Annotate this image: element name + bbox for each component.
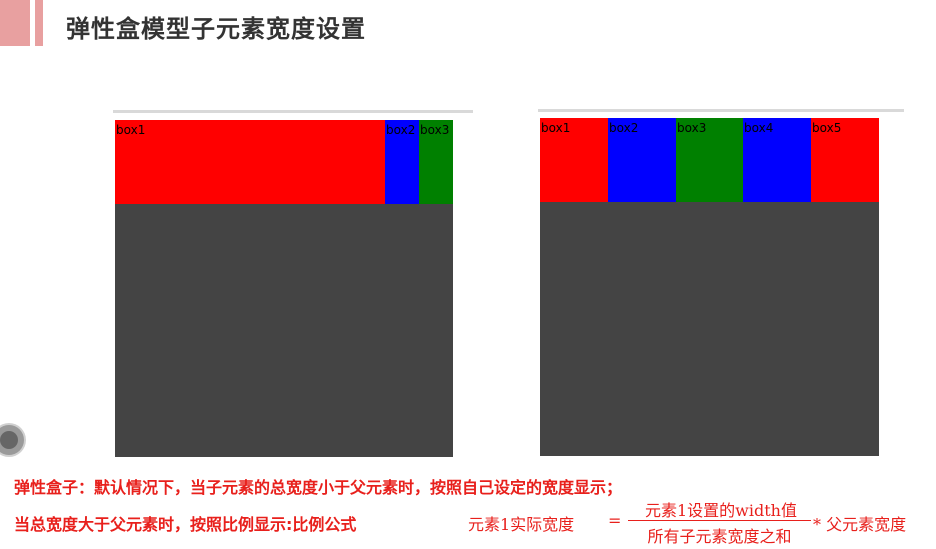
formula-equals: = xyxy=(608,511,622,530)
right-flex-parent: box1 box2 box3 box4 box5 xyxy=(540,118,879,456)
right-child-box3: box3 xyxy=(676,118,743,202)
ratio-formula: 元素1实际宽度 = 元素1设置的width值 所有子元素宽度之和 * 父元素宽度 xyxy=(468,497,934,547)
slide-nav-button[interactable] xyxy=(0,425,24,455)
right-child-box1: box1 xyxy=(540,118,608,202)
left-child-box3: box3 xyxy=(419,120,453,204)
formula-numerator: 元素1设置的width值 xyxy=(645,501,797,520)
formula-lhs: 元素1实际宽度 xyxy=(468,515,575,534)
left-flex-row: box1 box2 box3 xyxy=(115,120,453,204)
left-flex-parent: box1 box2 box3 xyxy=(115,120,453,457)
right-child-box5: box5 xyxy=(811,118,879,202)
note-line-1: 弹性盒子：默认情况下，当子元素的总宽度小于父元素时，按照自己设定的宽度显示； xyxy=(14,478,623,497)
left-child-box2: box2 xyxy=(385,120,419,204)
record-icon xyxy=(0,431,18,449)
right-flex-row: box1 box2 box3 box4 box5 xyxy=(540,118,879,202)
formula-rhs: * 父元素宽度 xyxy=(813,515,907,534)
right-child-box2: box2 xyxy=(608,118,676,202)
slide-title: 弹性盒模型子元素宽度设置 xyxy=(66,15,366,43)
formula-fraction-bar xyxy=(628,520,811,521)
left-child-box1: box1 xyxy=(115,120,385,204)
left-divider xyxy=(113,110,473,113)
right-divider xyxy=(538,109,904,112)
note-line-2: 当总宽度大于父元素时，按照比例显示:比例公式 xyxy=(14,515,357,534)
title-accent-bar xyxy=(0,0,30,46)
title-accent-bar-thin xyxy=(35,0,43,46)
formula-denominator: 所有子元素宽度之和 xyxy=(647,527,792,546)
right-child-box4: box4 xyxy=(743,118,811,202)
